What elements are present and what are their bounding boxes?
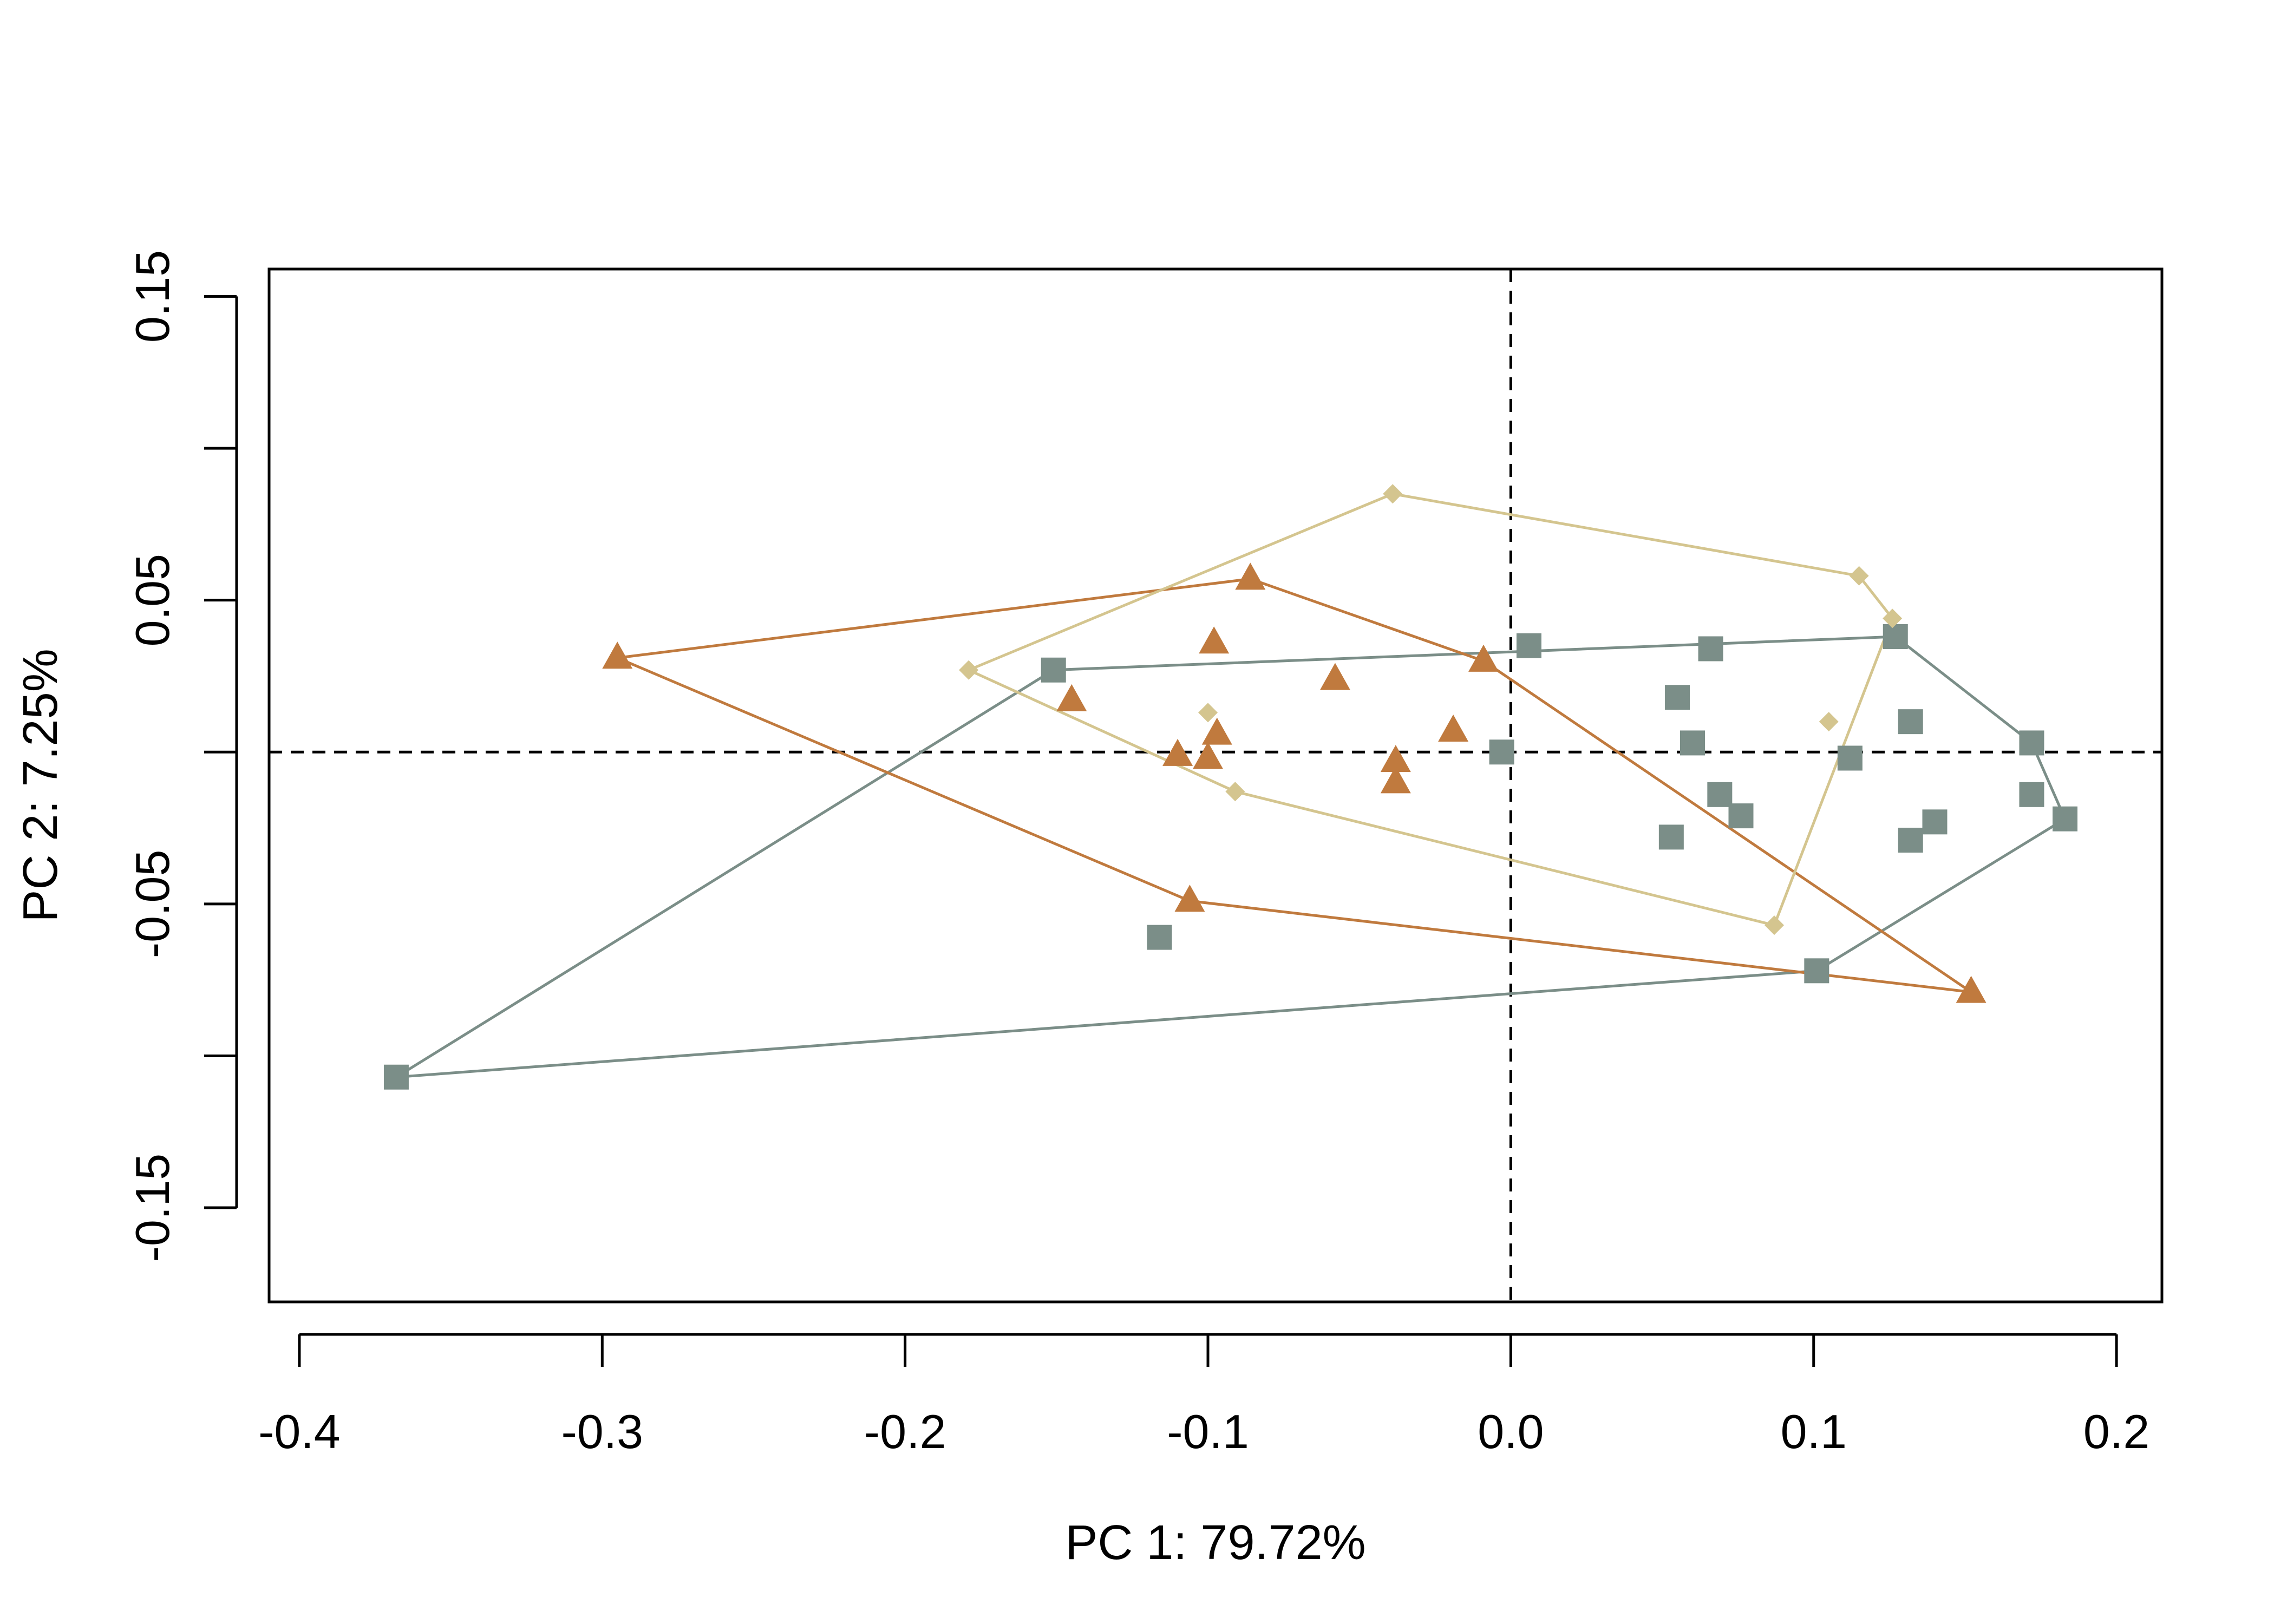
series-1-point xyxy=(2019,730,2044,756)
series-2-point xyxy=(1438,714,1469,742)
x-tick-label: -0.4 xyxy=(258,1405,341,1458)
series-1-point xyxy=(1728,803,1754,829)
series-3-point xyxy=(1383,484,1403,504)
x-tick-label: -0.3 xyxy=(561,1405,643,1458)
series-2-point xyxy=(1056,684,1087,711)
series-1-point xyxy=(1680,730,1705,756)
x-tick-label: 0.2 xyxy=(2083,1405,2149,1458)
series-2-point xyxy=(1162,738,1193,766)
series-2-point xyxy=(1235,562,1266,590)
series-1-point xyxy=(1516,633,1541,658)
series-3-point xyxy=(1819,712,1839,732)
series-3-point xyxy=(1849,566,1869,586)
series-2-point xyxy=(1199,626,1230,654)
series-1-point xyxy=(1922,809,1948,835)
x-tick-label: -0.2 xyxy=(864,1405,946,1458)
series-1-point xyxy=(1147,925,1172,950)
series-2-point xyxy=(1319,663,1350,690)
y-tick-label: -0.05 xyxy=(126,850,179,959)
series-1-point xyxy=(1898,709,1923,735)
series-3-point xyxy=(1765,915,1785,935)
series-1-point xyxy=(1837,745,1863,771)
series-2-point xyxy=(1380,766,1411,794)
series-1-point xyxy=(1041,657,1066,683)
series-1-point xyxy=(1698,636,1723,662)
series-2-hull xyxy=(612,577,1972,994)
series-3-point xyxy=(1883,608,1903,628)
series-2-point xyxy=(1193,742,1224,769)
y-tick-label: -0.15 xyxy=(126,1154,179,1262)
series-2-point xyxy=(1174,885,1205,912)
series-1-point xyxy=(1898,828,1923,853)
y-tick-label: 0.05 xyxy=(126,554,179,646)
series-1-point xyxy=(1658,824,1684,850)
x-tick-label: -0.1 xyxy=(1167,1405,1249,1458)
series-1-point xyxy=(1665,685,1690,710)
x-tick-label: 0.1 xyxy=(1781,1405,1847,1458)
series-2-point xyxy=(1380,745,1411,772)
series-points xyxy=(383,484,2078,1090)
series-2-point xyxy=(1201,717,1232,745)
x-axis-title: PC 1: 79.72% xyxy=(1065,1516,1365,1570)
y-axis-title: PC 2: 7.25% xyxy=(14,649,68,922)
series-1-point xyxy=(1489,739,1514,765)
series-1-point xyxy=(383,1064,409,1090)
series-3-point xyxy=(1225,782,1245,802)
x-tick-label: 0.0 xyxy=(1478,1405,1544,1458)
series-2-point xyxy=(602,641,633,669)
series-2-point xyxy=(1468,644,1499,672)
series-3-point xyxy=(1198,703,1218,723)
plot-frame xyxy=(267,267,2164,1304)
series-3-point xyxy=(959,660,979,680)
series-1-point xyxy=(1883,624,1908,650)
y-axis: -0.15 -0.05 0.05 0.15 xyxy=(126,250,238,1262)
series-1-point xyxy=(2019,782,2044,807)
series-2-point xyxy=(1956,975,1987,1003)
series-1-point xyxy=(2053,806,2078,831)
series-1-point xyxy=(1804,958,1829,984)
reference-lines xyxy=(269,269,2162,1302)
x-axis: -0.4 -0.3 -0.2 -0.1 0.0 0.1 0.2 xyxy=(258,1333,2149,1458)
series-1-point xyxy=(1707,782,1733,807)
y-tick-label: 0.15 xyxy=(126,250,179,343)
